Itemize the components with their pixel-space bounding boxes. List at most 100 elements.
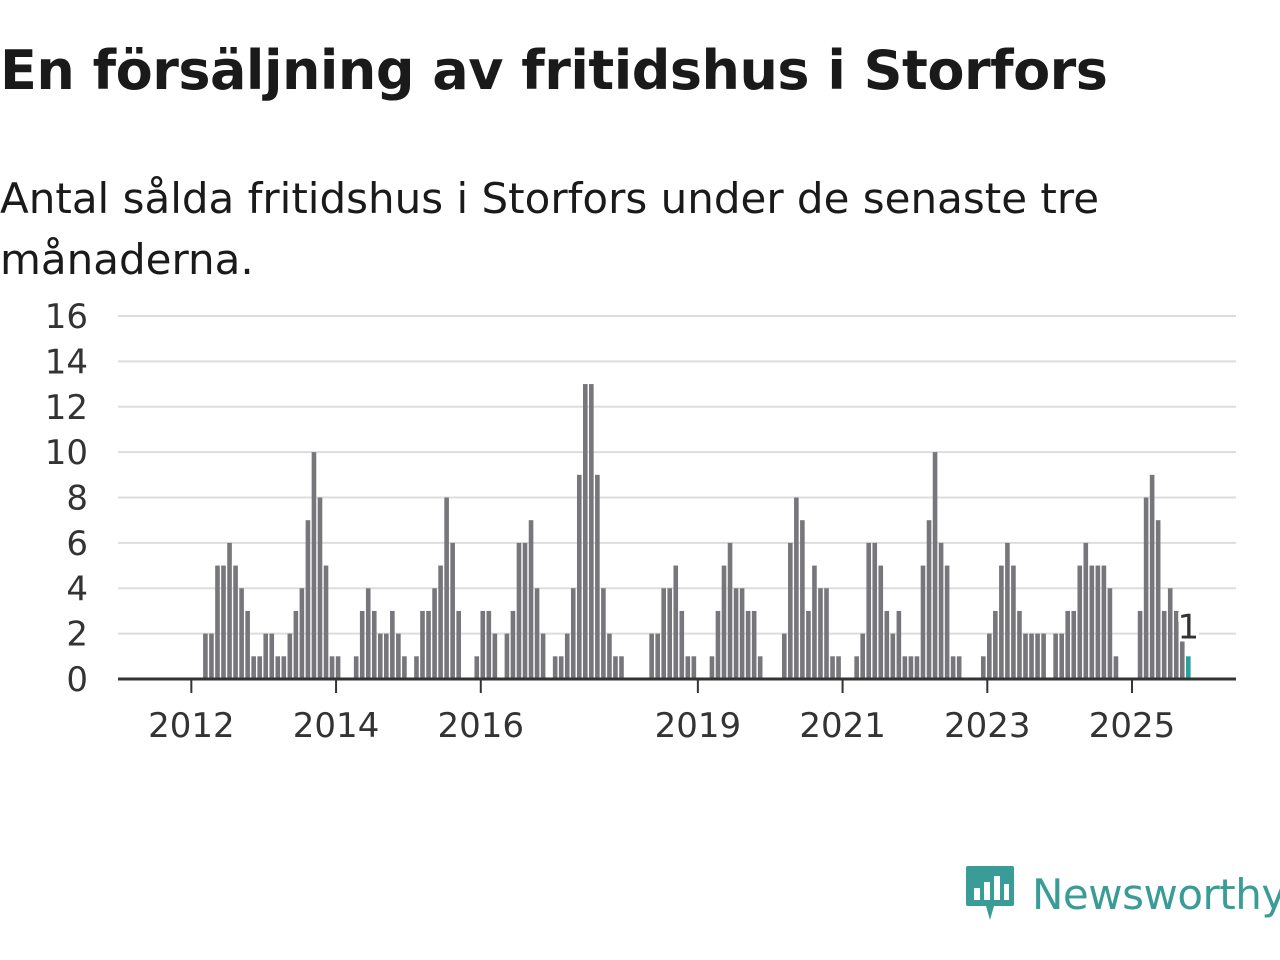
bar — [456, 610, 461, 679]
bar — [251, 656, 256, 679]
bar — [281, 656, 287, 679]
y-tick-label: 12 — [45, 388, 88, 428]
bar — [1107, 588, 1113, 679]
bar — [1113, 656, 1119, 679]
bar — [715, 610, 721, 679]
bar — [619, 656, 624, 679]
brand-name: Newsworthy — [1032, 869, 1280, 919]
bar — [757, 656, 763, 679]
bar — [1017, 610, 1022, 679]
bar — [504, 633, 510, 679]
x-tick-label: 2012 — [148, 706, 235, 746]
bar — [655, 633, 660, 679]
bar — [534, 588, 540, 679]
bar — [299, 588, 305, 679]
x-tick-label: 2023 — [944, 706, 1031, 746]
bar — [1005, 542, 1010, 679]
bar — [860, 633, 865, 679]
x-tick-label: 2019 — [655, 706, 742, 746]
bar — [1137, 610, 1143, 679]
bar — [287, 633, 293, 679]
y-tick-label: 0 — [66, 660, 88, 700]
bar — [782, 633, 787, 679]
y-tick-label: 2 — [66, 615, 88, 655]
bar — [685, 656, 691, 679]
bar — [987, 633, 992, 679]
bar — [667, 588, 673, 679]
bar — [480, 610, 486, 679]
bar — [1053, 633, 1058, 679]
bar — [1035, 633, 1040, 679]
bar — [335, 656, 341, 679]
y-tick-label: 16 — [45, 297, 88, 337]
bar — [673, 565, 679, 679]
bar — [564, 633, 570, 679]
bar — [601, 588, 606, 679]
bar — [1173, 610, 1179, 679]
bar — [824, 588, 829, 679]
bar — [812, 565, 817, 679]
bar — [576, 474, 582, 679]
bar — [709, 656, 715, 679]
y-tick-label: 4 — [66, 569, 88, 609]
bar — [528, 520, 534, 679]
bar — [257, 656, 262, 679]
bar — [649, 633, 654, 679]
x-tick-label: 2021 — [799, 706, 886, 746]
bar — [438, 565, 443, 679]
bar — [227, 542, 232, 679]
x-tick-label: 2016 — [438, 706, 525, 746]
y-tick-label: 6 — [66, 524, 88, 564]
bar — [980, 656, 986, 679]
y-tick-label: 10 — [45, 433, 88, 473]
bar — [999, 565, 1004, 679]
bar — [329, 656, 335, 679]
bar — [661, 588, 666, 679]
bar — [932, 452, 938, 679]
bar-chart: 0 2 4 6 8 10 12 14 16 2012 2014 2016 2019 2021 2023 202… — [45, 297, 1236, 746]
bar — [414, 656, 419, 679]
newsworthy-logo: Newsworthy — [964, 864, 1280, 924]
bar — [884, 610, 890, 679]
bar — [788, 542, 793, 679]
bar — [589, 384, 594, 679]
bar — [492, 633, 498, 679]
bar-highlighted — [1186, 656, 1191, 679]
x-tick-label: 2025 — [1089, 706, 1176, 746]
bar — [570, 588, 576, 679]
bar — [203, 633, 208, 679]
bar — [1167, 588, 1173, 679]
bar — [269, 633, 275, 679]
bar — [396, 633, 401, 679]
bar — [1149, 474, 1155, 679]
bar — [311, 452, 317, 679]
bar — [956, 656, 962, 679]
bar — [890, 633, 896, 679]
bar — [607, 633, 612, 679]
bar — [794, 497, 799, 679]
bar — [751, 610, 757, 679]
bar — [474, 656, 480, 679]
bar — [583, 384, 588, 679]
bar — [944, 565, 950, 679]
bar — [510, 610, 516, 679]
bar — [800, 520, 805, 679]
bar — [450, 542, 455, 679]
bar — [1065, 610, 1071, 679]
bar — [353, 656, 359, 679]
bar — [872, 542, 878, 679]
bar — [1089, 565, 1095, 679]
bar — [305, 520, 311, 679]
newsworthy-logo-icon — [966, 866, 1014, 920]
bar — [245, 610, 250, 679]
y-tick-label: 14 — [45, 342, 88, 382]
bar — [293, 610, 299, 679]
bar — [1011, 565, 1016, 679]
bar — [908, 656, 914, 679]
bar — [317, 497, 323, 679]
bar — [1077, 565, 1083, 679]
bar — [830, 656, 835, 679]
bar — [866, 542, 872, 679]
bar — [896, 610, 902, 679]
bar — [444, 497, 449, 679]
